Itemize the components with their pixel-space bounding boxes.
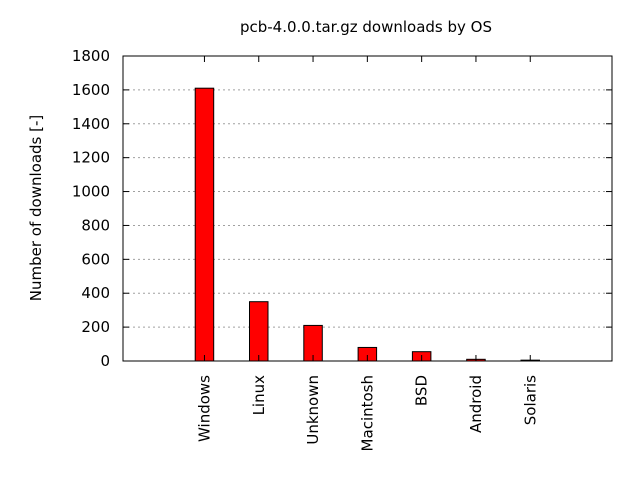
y-tick-label: 400 xyxy=(81,284,110,302)
y-tick-label: 1400 xyxy=(72,115,110,133)
x-tick-label: Unknown xyxy=(304,375,322,445)
y-tick-label: 1600 xyxy=(72,81,110,99)
y-tick-label: 600 xyxy=(81,250,110,268)
chart-title: pcb-4.0.0.tar.gz downloads by OS xyxy=(240,18,492,36)
y-tick-label: 800 xyxy=(81,216,110,234)
bar-linux xyxy=(249,301,269,362)
x-tick-label: Windows xyxy=(195,375,213,442)
x-tick-label: Linux xyxy=(250,375,268,416)
bar-windows xyxy=(194,87,215,362)
x-tick-label: BSD xyxy=(413,375,431,406)
x-tick-label: Solaris xyxy=(521,375,539,425)
x-tick-label: Macintosh xyxy=(358,375,376,451)
y-tick-label: 200 xyxy=(81,318,110,336)
x-tick-label: Android xyxy=(467,375,485,433)
bars xyxy=(194,87,540,362)
y-axis-ticks: 0 200 400 600 800 1000 1200 1400 1600 1800 xyxy=(72,47,612,370)
y-tick-label: 1800 xyxy=(72,47,110,65)
y-tick-label: 0 xyxy=(100,352,110,370)
y-tick-label: 1000 xyxy=(72,183,110,201)
y-axis-label: Number of downloads [-] xyxy=(27,115,45,301)
y-tick-label: 1200 xyxy=(72,149,110,167)
x-axis-ticks: Windows Linux Unknown Macintosh BSD Android So… xyxy=(195,56,539,451)
